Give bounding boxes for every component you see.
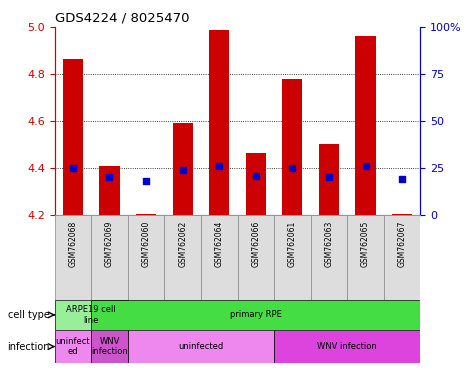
Bar xyxy=(238,215,274,300)
Bar xyxy=(55,330,91,363)
Point xyxy=(325,174,332,180)
Text: GSM762064: GSM762064 xyxy=(215,221,224,267)
Point xyxy=(289,165,296,171)
Point xyxy=(398,176,406,182)
Point xyxy=(69,165,77,171)
Bar xyxy=(63,59,83,215)
Text: GSM762069: GSM762069 xyxy=(105,221,114,267)
Bar xyxy=(282,79,303,215)
Text: uninfect
ed: uninfect ed xyxy=(56,337,90,356)
Bar xyxy=(392,214,412,215)
Bar xyxy=(91,330,128,363)
Bar xyxy=(128,330,274,363)
Point xyxy=(252,172,259,179)
Text: cell type: cell type xyxy=(8,310,50,320)
Bar xyxy=(355,36,376,215)
Text: GSM762067: GSM762067 xyxy=(398,221,407,267)
Text: infection: infection xyxy=(8,341,50,352)
Bar xyxy=(347,215,384,300)
Bar xyxy=(55,215,91,300)
Bar xyxy=(274,215,311,300)
Text: WNV
infection: WNV infection xyxy=(91,337,128,356)
Text: GDS4224 / 8025470: GDS4224 / 8025470 xyxy=(55,11,189,24)
Point xyxy=(179,167,186,173)
Text: GSM762066: GSM762066 xyxy=(251,221,260,267)
Bar xyxy=(172,123,193,215)
Bar xyxy=(201,215,238,300)
Text: uninfected: uninfected xyxy=(178,342,224,351)
Bar xyxy=(311,215,347,300)
Bar xyxy=(209,30,229,215)
Text: GSM762061: GSM762061 xyxy=(288,221,297,267)
Bar xyxy=(55,300,128,330)
Bar xyxy=(246,153,266,215)
Text: GSM762065: GSM762065 xyxy=(361,221,370,267)
Text: GSM762068: GSM762068 xyxy=(68,221,77,267)
Point xyxy=(216,163,223,169)
Bar xyxy=(274,330,420,363)
Bar xyxy=(99,166,120,215)
Text: WNV infection: WNV infection xyxy=(317,342,377,351)
Text: primary RPE: primary RPE xyxy=(230,310,282,319)
Bar xyxy=(136,214,156,215)
Text: ARPE19 cell
line: ARPE19 cell line xyxy=(66,305,116,324)
Point xyxy=(362,163,370,169)
Bar xyxy=(164,215,201,300)
Point xyxy=(142,178,150,184)
Text: GSM762063: GSM762063 xyxy=(324,221,333,267)
Bar xyxy=(384,215,420,300)
Text: GSM762060: GSM762060 xyxy=(142,221,151,267)
Bar xyxy=(319,144,339,215)
Bar xyxy=(91,215,128,300)
Bar xyxy=(128,215,164,300)
Point xyxy=(105,174,113,180)
Text: GSM762062: GSM762062 xyxy=(178,221,187,267)
